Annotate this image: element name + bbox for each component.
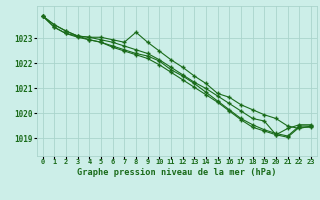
X-axis label: Graphe pression niveau de la mer (hPa): Graphe pression niveau de la mer (hPa)	[77, 168, 276, 177]
